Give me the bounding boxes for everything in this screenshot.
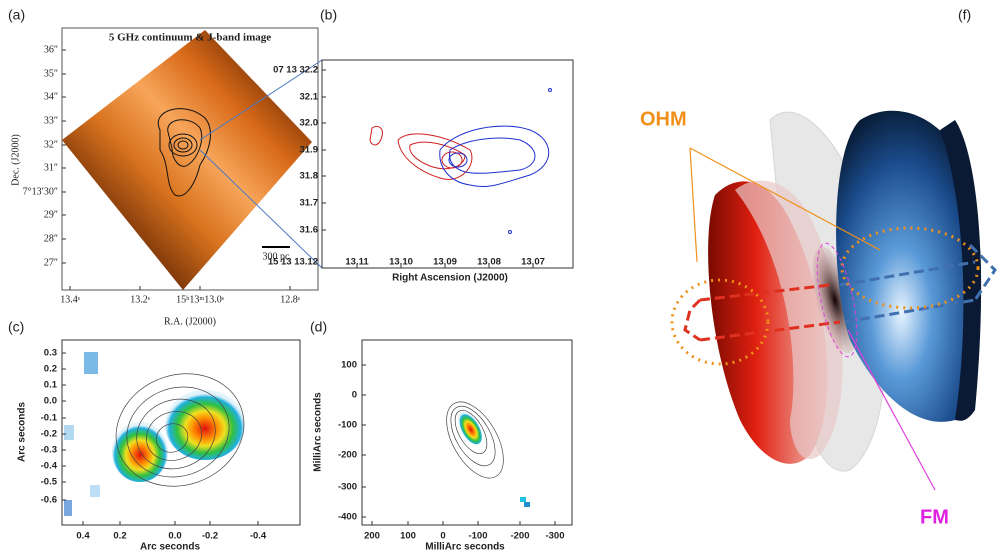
- maser-spot: [520, 497, 526, 502]
- y-tick-label: 33″: [44, 115, 58, 126]
- panel-b-frame: [321, 59, 574, 269]
- y-tick-label: -200: [338, 450, 357, 461]
- x-tick-label: 0.0: [168, 531, 181, 542]
- panel-label: (b): [320, 7, 337, 23]
- panel-title: 5 GHz continuum & J-band image: [109, 32, 271, 44]
- fm-label: FM: [920, 506, 949, 528]
- y-tick-label: -100: [338, 420, 357, 431]
- fm-pointer: [847, 329, 936, 491]
- x-axis-label: MilliArc seconds: [425, 542, 505, 553]
- x-tick-label: 0: [440, 531, 445, 542]
- y-tick-label: -400: [338, 512, 357, 523]
- x-tick-label: -0.4: [250, 531, 267, 542]
- y-tick-label: 34″: [44, 91, 58, 102]
- y-tick-label: 100: [341, 360, 357, 371]
- x-tick-label: 13.09: [433, 257, 457, 268]
- x-tick-label: -300: [545, 531, 564, 542]
- y-tick-label: 0.2: [44, 364, 57, 375]
- ohm-label: OHM: [640, 108, 687, 130]
- x-tick-label: 13.08: [477, 257, 501, 268]
- y-tick-label: 32.1: [300, 92, 319, 103]
- panel-label: (f): [958, 7, 971, 23]
- x-tick-label: 15 13 13.12: [268, 257, 318, 268]
- y-tick-label: 31.9: [300, 145, 319, 156]
- contours-blue: [439, 88, 552, 234]
- y-tick-label: 07 13 32.2: [273, 65, 318, 76]
- maser-spot: [458, 411, 482, 445]
- x-tick-label: 0.2: [113, 531, 126, 542]
- y-tick-label: 32.0: [300, 118, 319, 129]
- x-tick-label: 13.07: [521, 257, 545, 268]
- j-band-image: [62, 30, 312, 290]
- contours-a: [157, 108, 211, 197]
- x-tick-label: -0.2: [202, 531, 218, 542]
- x-tick-label: 12.8ˢ: [280, 294, 300, 305]
- y-tick-label: 29″: [44, 209, 58, 220]
- panel-a-frame: [61, 27, 319, 291]
- y-axis-label: Dec. (J2000): [10, 134, 21, 186]
- y-tick-label: 31.6: [300, 225, 319, 236]
- x-tick-label: 13.2ˢ: [130, 294, 150, 305]
- panel-label: (d): [310, 319, 327, 335]
- contours-red: [369, 125, 473, 180]
- ohm-pointers: [689, 147, 881, 263]
- x-tick-label: -200: [510, 531, 529, 542]
- y-tick-label: 28″: [44, 233, 58, 244]
- y-tick-label: 27″: [44, 257, 58, 268]
- x-tick-label: 0.4: [76, 531, 90, 542]
- y-tick-label: 0.3: [44, 348, 57, 359]
- y-tick-label: -0.3: [41, 445, 57, 456]
- ohm-regions: [670, 226, 980, 366]
- y-tick-label: 31″: [44, 162, 58, 173]
- y-tick-label: 36″: [44, 44, 58, 55]
- maser-arrows: [683, 243, 997, 342]
- y-tick-label: 0.0: [44, 396, 57, 407]
- y-tick-label: -0.6: [41, 495, 57, 506]
- y-tick-label: 31.7: [300, 198, 319, 209]
- x-axis-label: Arc seconds: [140, 542, 200, 553]
- panel-label: (c): [8, 319, 24, 335]
- y-axis-label: MilliArc seconds: [313, 392, 324, 472]
- y-tick-label: 32″: [44, 139, 58, 150]
- y-tick-label: -300: [338, 482, 357, 493]
- x-tick-label: 15ʰ13ᵐ13.0ˢ: [176, 294, 224, 305]
- x-tick-label: 13.4ˢ: [60, 294, 80, 305]
- x-tick-label: 100: [400, 531, 416, 542]
- x-axis-label: R.A. (J2000): [164, 316, 216, 327]
- x-tick-label: 200: [364, 531, 380, 542]
- y-tick-label: -0.4: [41, 461, 58, 472]
- contours-c: [115, 373, 245, 487]
- y-tick-label: 7°13′30″: [23, 186, 58, 197]
- maser-spot: [524, 502, 530, 507]
- x-tick-label: 13.11: [345, 257, 369, 268]
- y-tick-label: -0.2: [41, 429, 57, 440]
- contours-d: [446, 401, 504, 479]
- panel-label: (a): [8, 7, 25, 23]
- zoom-line: [199, 59, 323, 141]
- y-tick-label: 0.1: [44, 380, 58, 391]
- zoom-line: [199, 149, 323, 269]
- y-axis-label: Arc seconds: [17, 402, 28, 462]
- y-tick-label: 0: [352, 390, 357, 401]
- x-tick-label: -100: [468, 531, 487, 542]
- x-axis-label: Right Ascension (J2000): [392, 273, 508, 284]
- y-tick-label: -0.1: [41, 413, 58, 424]
- y-tick-label: 31.8: [300, 171, 319, 182]
- scale-bar-label: 300 pc: [263, 251, 291, 262]
- y-tick-label: -0.5: [41, 477, 58, 488]
- disk-model: [708, 110, 982, 472]
- x-tick-label: 13.10: [389, 257, 413, 268]
- y-tick-label: 35″: [44, 68, 58, 79]
